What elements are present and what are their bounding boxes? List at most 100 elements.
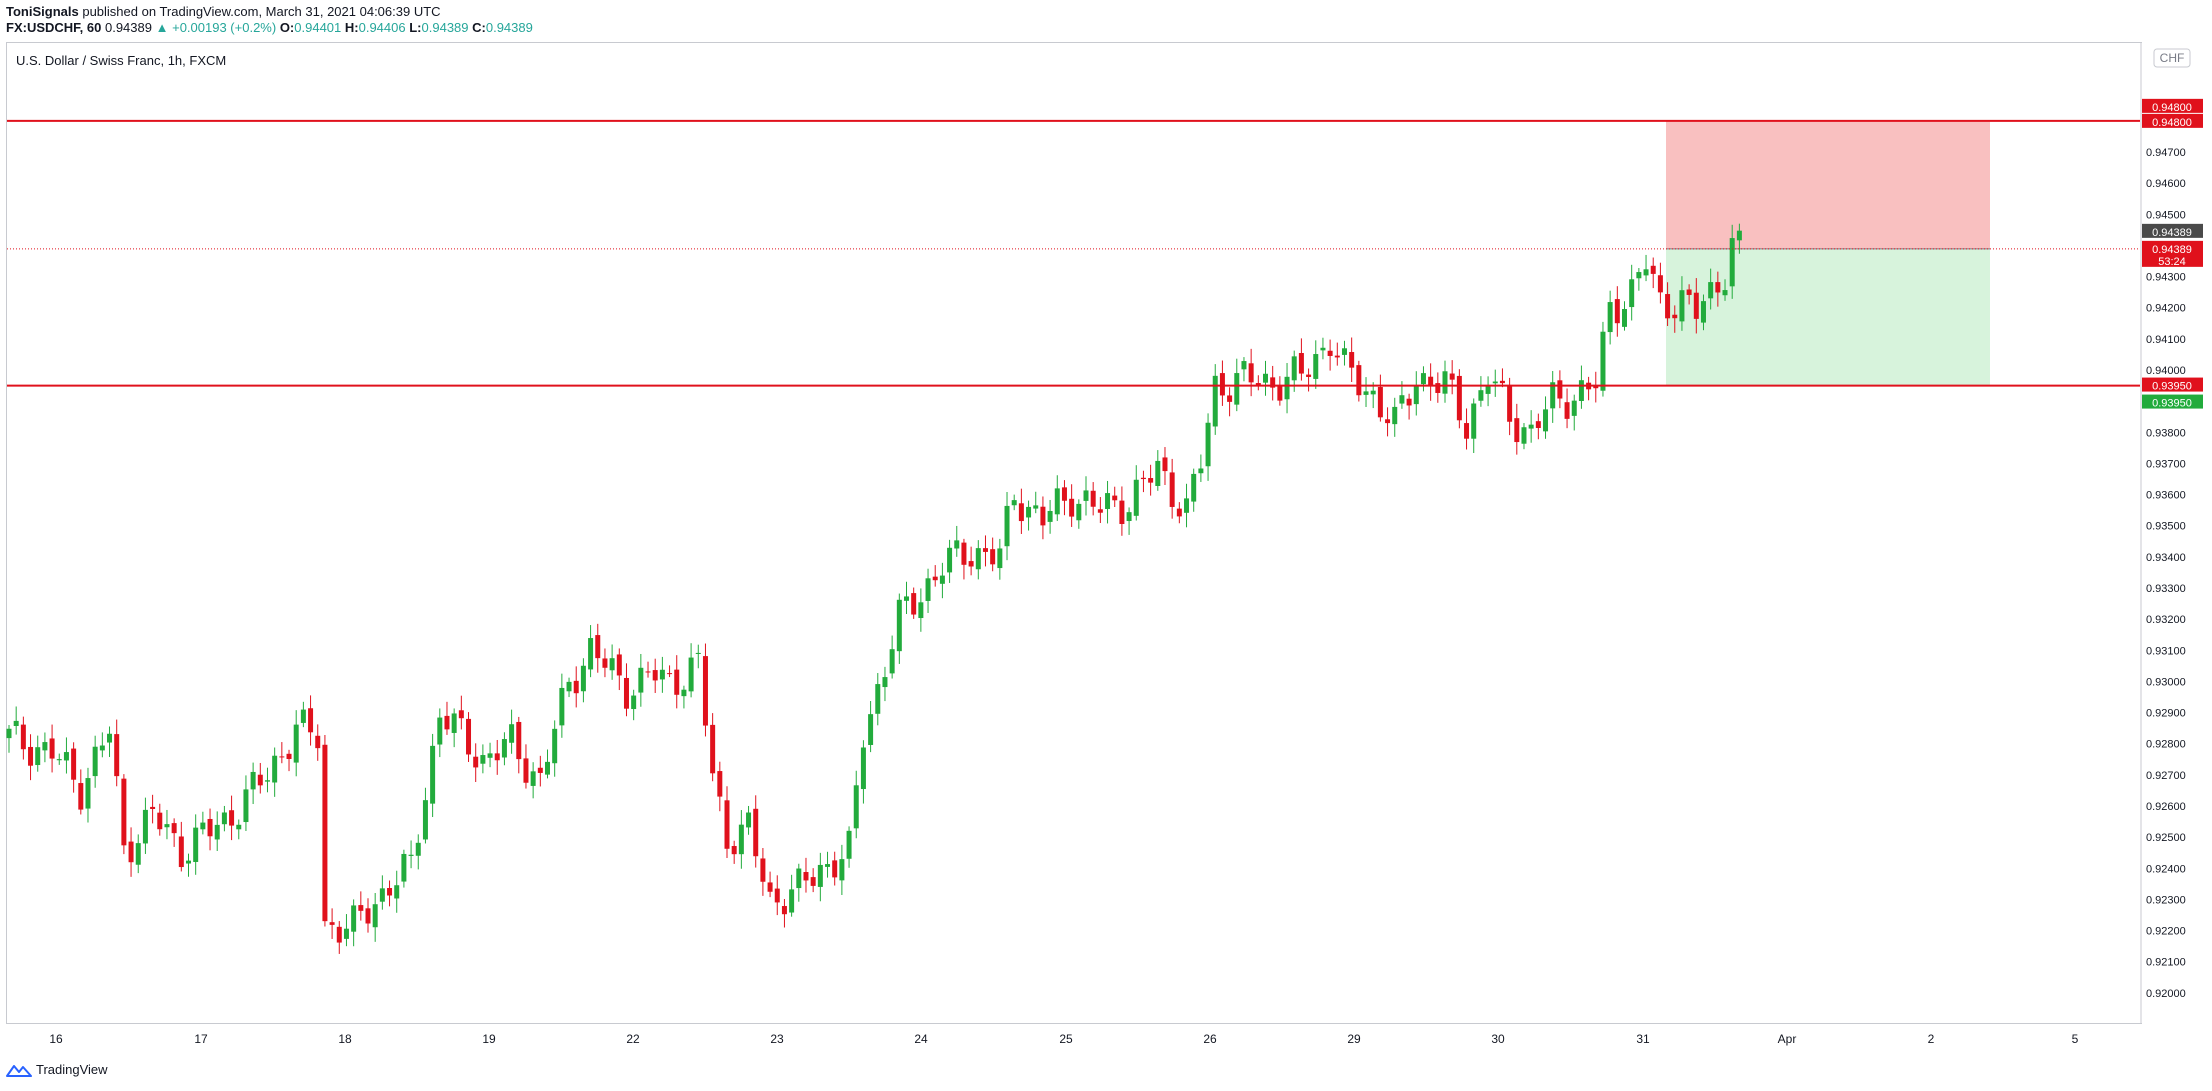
- candle[interactable]: [1097, 497, 1103, 524]
- candle[interactable]: [796, 863, 802, 902]
- candle[interactable]: [1004, 492, 1010, 561]
- candle[interactable]: [1061, 480, 1067, 516]
- candle[interactable]: [1248, 348, 1254, 397]
- candle[interactable]: [968, 546, 974, 576]
- candle[interactable]: [1535, 413, 1541, 440]
- candle[interactable]: [882, 666, 888, 702]
- candle[interactable]: [164, 809, 170, 840]
- candle[interactable]: [1054, 475, 1060, 521]
- candle[interactable]: [1578, 365, 1584, 409]
- candle[interactable]: [71, 742, 77, 793]
- candle[interactable]: [1392, 397, 1398, 437]
- candle[interactable]: [1428, 363, 1434, 401]
- candle[interactable]: [509, 709, 515, 754]
- candle[interactable]: [731, 840, 737, 864]
- candle[interactable]: [537, 755, 543, 787]
- candle[interactable]: [1219, 360, 1225, 406]
- candle[interactable]: [954, 525, 960, 557]
- candle[interactable]: [580, 658, 586, 703]
- candle[interactable]: [1679, 276, 1685, 331]
- candle[interactable]: [932, 565, 938, 587]
- candle[interactable]: [896, 593, 902, 664]
- candle[interactable]: [1047, 499, 1053, 534]
- candle[interactable]: [1018, 488, 1024, 534]
- candle[interactable]: [911, 587, 917, 619]
- candle[interactable]: [1708, 268, 1714, 310]
- candle[interactable]: [573, 666, 579, 708]
- candle[interactable]: [918, 588, 924, 632]
- candle[interactable]: [1420, 366, 1426, 392]
- candle[interactable]: [695, 644, 701, 669]
- candle[interactable]: [1413, 371, 1419, 416]
- candle[interactable]: [494, 739, 500, 775]
- candle[interactable]: [1241, 357, 1247, 382]
- candle[interactable]: [329, 908, 335, 939]
- candle[interactable]: [1657, 262, 1663, 304]
- candle[interactable]: [121, 774, 127, 855]
- candle[interactable]: [1650, 257, 1656, 289]
- candle[interactable]: [85, 767, 91, 823]
- candle[interactable]: [738, 810, 744, 869]
- candle[interactable]: [659, 656, 665, 693]
- candle[interactable]: [1586, 376, 1592, 401]
- candle[interactable]: [308, 695, 314, 746]
- candle[interactable]: [1140, 470, 1146, 493]
- candle[interactable]: [1514, 403, 1520, 455]
- candle[interactable]: [437, 708, 443, 758]
- candle[interactable]: [1126, 507, 1132, 535]
- candle[interactable]: [272, 747, 278, 797]
- candle[interactable]: [236, 819, 242, 840]
- candle[interactable]: [1665, 282, 1671, 327]
- candle[interactable]: [1435, 372, 1441, 403]
- candle[interactable]: [774, 875, 780, 916]
- candle[interactable]: [1341, 340, 1347, 366]
- candle[interactable]: [379, 875, 385, 910]
- candle[interactable]: [63, 737, 69, 774]
- candle[interactable]: [1298, 338, 1304, 381]
- time-axis[interactable]: 16 17 18 19 22 23 24 25 26 29 30 31 Apr 2 5: [49, 1032, 2078, 1046]
- candle[interactable]: [13, 706, 19, 735]
- candle[interactable]: [1198, 454, 1204, 482]
- candle[interactable]: [1069, 484, 1075, 527]
- candle[interactable]: [365, 898, 371, 933]
- candle[interactable]: [128, 827, 134, 877]
- candle[interactable]: [1306, 368, 1312, 392]
- candle[interactable]: [1636, 268, 1642, 291]
- candle[interactable]: [394, 870, 400, 913]
- candle[interactable]: [602, 648, 608, 678]
- candle[interactable]: [652, 658, 658, 693]
- candle[interactable]: [20, 716, 26, 760]
- candle[interactable]: [717, 761, 723, 812]
- candle[interactable]: [257, 762, 263, 794]
- candle[interactable]: [530, 762, 536, 799]
- candle[interactable]: [1133, 465, 1139, 521]
- candle[interactable]: [1729, 224, 1735, 299]
- candle[interactable]: [387, 880, 393, 907]
- candle[interactable]: [939, 562, 945, 599]
- candle[interactable]: [1105, 480, 1111, 524]
- candle[interactable]: [760, 848, 766, 896]
- candle[interactable]: [150, 794, 156, 824]
- candle[interactable]: [1385, 407, 1391, 437]
- candle[interactable]: [1162, 447, 1168, 486]
- candle[interactable]: [1255, 375, 1261, 391]
- candle[interactable]: [243, 775, 249, 832]
- candle[interactable]: [473, 743, 479, 783]
- candle[interactable]: [157, 803, 163, 836]
- candle[interactable]: [1076, 499, 1082, 529]
- candle[interactable]: [322, 734, 328, 927]
- candle[interactable]: [178, 821, 184, 872]
- candle[interactable]: [1033, 491, 1039, 514]
- candle[interactable]: [961, 538, 967, 580]
- candle[interactable]: [1356, 360, 1362, 402]
- candle[interactable]: [1528, 410, 1534, 443]
- candle[interactable]: [1700, 294, 1706, 331]
- candle[interactable]: [430, 733, 436, 818]
- candle[interactable]: [250, 762, 256, 805]
- candle[interactable]: [1543, 396, 1549, 439]
- candle[interactable]: [35, 735, 41, 772]
- candle[interactable]: [1011, 494, 1017, 511]
- candle[interactable]: [6, 725, 12, 753]
- candle[interactable]: [171, 818, 177, 847]
- candle[interactable]: [559, 673, 565, 738]
